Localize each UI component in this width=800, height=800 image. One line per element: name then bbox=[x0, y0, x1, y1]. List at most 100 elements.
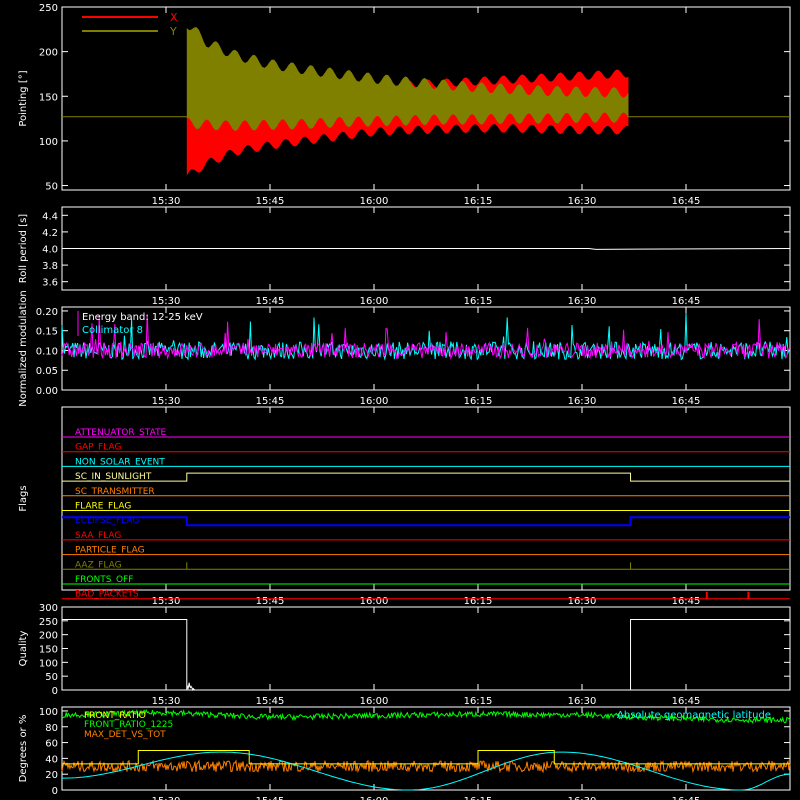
roll-xtick-label: 16:15 bbox=[464, 296, 493, 307]
flag-label: NON_SOLAR_EVENT bbox=[75, 457, 165, 467]
legend-label-X: X bbox=[170, 11, 178, 24]
flags-xtick-label: 15:45 bbox=[256, 596, 285, 607]
quality-xtick-label: 16:15 bbox=[464, 696, 493, 707]
degrees-ytick-label: 60 bbox=[45, 739, 58, 750]
series-front-ratio bbox=[62, 749, 790, 765]
pointing-ytick-label: 150 bbox=[39, 92, 58, 103]
roll-ytick-label: 3.8 bbox=[42, 261, 58, 272]
degrees-panel: Degrees or % 15:30 15:45 16:00 16:15 16:30 16:… bbox=[18, 706, 791, 800]
flag-line-SC_IN_SUNLIGHT bbox=[62, 472, 790, 482]
roll-period-line bbox=[62, 248, 791, 250]
degrees-ytick-label: 40 bbox=[45, 754, 58, 765]
quality-xtick-label: 16:45 bbox=[672, 696, 701, 707]
legend-label-Y: Y bbox=[169, 25, 177, 38]
flags-xtick-label: 15:30 bbox=[152, 596, 181, 607]
degrees-xtick-label: 16:45 bbox=[672, 796, 701, 800]
pointing-xtick-label: 15:45 bbox=[256, 196, 285, 207]
roll-xtick-label: 16:00 bbox=[360, 296, 389, 307]
degrees-xtick-label: 16:30 bbox=[568, 796, 597, 800]
legend-label-geomagnetic: Absolute geomagnetic latitude bbox=[617, 710, 771, 721]
flag-label: PARTICLE_FLAG bbox=[75, 546, 145, 556]
roll-xtick-label: 15:45 bbox=[256, 296, 285, 307]
pointing-ytick-label: 200 bbox=[39, 48, 58, 59]
legend-label-max-det: MAX_DET_VS_TOT bbox=[84, 730, 166, 740]
roll-xtick-label: 16:30 bbox=[568, 296, 597, 307]
roll-ytick-label: 4.2 bbox=[42, 228, 58, 239]
modulation-panel: Normalized modulation 15:30 15:45 16:00 16:1… bbox=[18, 290, 791, 407]
series-geomagnetic-latitude bbox=[62, 751, 791, 791]
degrees-xtick-label: 16:00 bbox=[360, 796, 389, 800]
degrees-ytick-label: 80 bbox=[45, 723, 58, 734]
pointing-ytick-label: 250 bbox=[39, 3, 58, 14]
modulation-ylabel: Normalized modulation bbox=[18, 290, 29, 407]
flags-panel: Flags 15:30 15:45 16:00 16:15 16:30 16:45 ATTEN… bbox=[18, 406, 791, 607]
degrees-xtick-label: 15:45 bbox=[256, 796, 285, 800]
flags-xtick-label: 16:30 bbox=[568, 596, 597, 607]
roll-ytick-label: 4.4 bbox=[42, 211, 58, 222]
flag-label: AAZ_FLAG bbox=[75, 560, 122, 570]
flags-xtick-label: 16:45 bbox=[672, 596, 701, 607]
roll-ylabel: Roll period [s] bbox=[18, 214, 29, 283]
roll-panel: Roll period [s] 15:30 15:45 16:00 16:15 16:30… bbox=[18, 206, 791, 307]
pointing-frame bbox=[61, 6, 791, 191]
flag-label: SAA_FLAG bbox=[75, 531, 121, 541]
quality-ylabel: Quality bbox=[18, 631, 29, 667]
pointing-xtick-label: 15:30 bbox=[152, 196, 181, 207]
degrees-ytick-label: 20 bbox=[45, 770, 58, 781]
flags-xtick-label: 16:15 bbox=[464, 596, 493, 607]
pointing-xtick-label: 16:30 bbox=[568, 196, 597, 207]
modulation-xtick-label: 15:45 bbox=[256, 396, 285, 407]
flag-label: SC_TRANSMITTER bbox=[75, 487, 155, 497]
pointing-xtick-label: 16:45 bbox=[672, 196, 701, 207]
flag-label: BAD_PACKETS bbox=[75, 590, 139, 600]
pointing-panel: Pointing [°] 15:30 15:45 16:00 16:15 16:30 16:… bbox=[18, 3, 791, 207]
modulation-series-1 bbox=[61, 313, 790, 360]
flags-ylabel: Flags bbox=[18, 485, 29, 511]
degrees-ylabel: Degrees or % bbox=[18, 715, 29, 783]
flag-label: ATTENUATOR_STATE bbox=[75, 428, 167, 438]
series-max-det-vs-tot bbox=[61, 759, 791, 774]
modulation-xtick-label: 16:45 bbox=[672, 396, 701, 407]
modulation-xtick-label: 16:30 bbox=[568, 396, 597, 407]
pointing-ytick-label: 50 bbox=[45, 182, 58, 193]
quality-xtick-label: 16:30 bbox=[568, 696, 597, 707]
roll-xtick-label: 15:30 bbox=[152, 296, 181, 307]
flags-frame bbox=[61, 406, 791, 591]
quality-segment bbox=[62, 618, 188, 690]
modulation-ytick-label: 0.15 bbox=[36, 327, 58, 338]
flag-label: FRONTS_OFF bbox=[75, 575, 133, 585]
pointing-xtick-label: 16:00 bbox=[360, 196, 389, 207]
pointing-ylabel: Pointing [°] bbox=[18, 70, 29, 126]
flag-label: FLARE_FLAG bbox=[75, 502, 131, 512]
modulation-ytick-label: 0.20 bbox=[36, 307, 58, 318]
roll-ytick-label: 4.0 bbox=[42, 245, 58, 256]
quality-ytick-label: 50 bbox=[45, 672, 58, 683]
legend-label-front-ratio: FRONT_RATIO bbox=[84, 711, 146, 721]
quality-ytick-label: 150 bbox=[39, 645, 58, 656]
modulation-xtick-label: 15:30 bbox=[152, 396, 181, 407]
pointing-xtick-label: 16:15 bbox=[464, 196, 493, 207]
degrees-xtick-label: 16:15 bbox=[464, 796, 493, 800]
quality-ytick-label: 250 bbox=[39, 617, 58, 628]
quality-ytick-label: 0 bbox=[52, 686, 58, 697]
pointing-ytick-label: 100 bbox=[39, 137, 58, 148]
series-front-ratio-1225 bbox=[61, 708, 791, 724]
pointing-series-Y bbox=[186, 27, 629, 132]
flag-label: SC_IN_SUNLIGHT bbox=[75, 472, 152, 482]
modulation-frame bbox=[61, 306, 791, 391]
legend-label-collimator: Collimator 8 bbox=[82, 325, 143, 336]
legend-label-front-ratio-1225: FRONT_RATIO_1225 bbox=[84, 720, 173, 730]
quality-xtick-label: 15:30 bbox=[152, 696, 181, 707]
quality-panel: Quality 15:30 15:45 16:00 16:15 16:30 16:45 0 50… bbox=[18, 603, 791, 707]
quality-segment bbox=[630, 618, 790, 690]
modulation-ytick-label: 0.05 bbox=[36, 366, 58, 377]
degrees-ytick-label: 100 bbox=[39, 707, 58, 718]
quality-ytick-label: 100 bbox=[39, 658, 58, 669]
quality-xtick-label: 15:45 bbox=[256, 696, 285, 707]
flags-xtick-label: 16:00 bbox=[360, 596, 389, 607]
quality-spikes bbox=[186, 682, 195, 691]
modulation-xtick-label: 16:00 bbox=[360, 396, 389, 407]
modulation-ytick-label: 0.10 bbox=[36, 346, 58, 357]
quality-ytick-label: 200 bbox=[39, 631, 58, 642]
